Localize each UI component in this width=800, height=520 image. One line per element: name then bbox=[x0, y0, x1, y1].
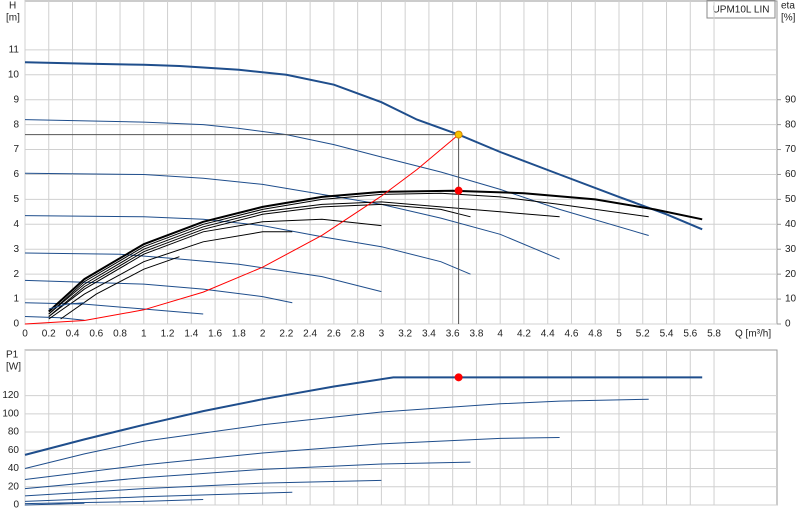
x-tick-label: 1.4 bbox=[184, 329, 198, 340]
y2-tick-label: 10 bbox=[785, 294, 797, 305]
y-tick-label: 100 bbox=[2, 408, 19, 419]
curve bbox=[24, 499, 204, 505]
curve bbox=[48, 192, 649, 315]
y-tick-label: 0 bbox=[13, 319, 19, 330]
y-tick-label: 8 bbox=[13, 119, 19, 130]
y2-tick-label: 20 bbox=[785, 269, 797, 280]
y-tick-label: 20 bbox=[8, 481, 20, 492]
y2-tick-label: 80 bbox=[785, 119, 797, 130]
x-tick-label: 1.8 bbox=[232, 329, 246, 340]
y-tick-label: 60 bbox=[8, 445, 20, 456]
x-tick-label: 4.4 bbox=[541, 329, 555, 340]
curve bbox=[24, 376, 703, 456]
x-tick-label: 5 bbox=[616, 329, 622, 340]
curve bbox=[24, 502, 85, 506]
curve bbox=[24, 437, 560, 480]
curve bbox=[48, 218, 382, 317]
operating-point bbox=[454, 130, 463, 139]
x-tick-label: 0.4 bbox=[66, 329, 80, 340]
x-tick-label: 5.4 bbox=[660, 329, 674, 340]
x-tick-label: 2.2 bbox=[279, 329, 293, 340]
curve bbox=[24, 398, 649, 469]
y-tick-label: 40 bbox=[8, 463, 20, 474]
curve bbox=[48, 189, 703, 313]
x-tick-label: 2.4 bbox=[303, 329, 317, 340]
x-tick-label: 4 bbox=[497, 329, 503, 340]
curve bbox=[24, 461, 471, 490]
curve bbox=[24, 479, 382, 497]
x-tick-label: 0 bbox=[22, 329, 28, 340]
x-tick-label: 2 bbox=[260, 329, 266, 340]
x-axis-label: Q [m³/h] bbox=[735, 329, 771, 340]
curve bbox=[24, 172, 560, 260]
x-tick-label: 2.8 bbox=[351, 329, 365, 340]
curve bbox=[24, 215, 471, 275]
x-tick-label: 3 bbox=[379, 329, 385, 340]
y2-axis-unit: [%] bbox=[781, 13, 796, 24]
x-tick-label: 0.8 bbox=[113, 329, 127, 340]
y-tick-label: 7 bbox=[13, 144, 19, 155]
y-axis-label: H bbox=[9, 1, 16, 12]
x-tick-label: 1.6 bbox=[208, 329, 222, 340]
operating-point bbox=[454, 186, 463, 195]
y-tick-label: 3 bbox=[13, 244, 19, 255]
annotation: UPM10L LIN bbox=[713, 5, 770, 16]
curve bbox=[24, 302, 204, 315]
y-tick-label: 11 bbox=[9, 44, 20, 55]
curve bbox=[48, 203, 471, 317]
y-tick-label: 2 bbox=[13, 269, 19, 280]
y-axis-unit: [W] bbox=[6, 362, 21, 373]
x-tick-label: 5.6 bbox=[683, 329, 697, 340]
x-tick-label: 3.4 bbox=[422, 329, 436, 340]
x-tick-label: 3.8 bbox=[469, 329, 483, 340]
y-tick-label: 80 bbox=[8, 427, 20, 438]
y-axis-label: P1 bbox=[6, 350, 19, 361]
y2-tick-label: 90 bbox=[785, 94, 797, 105]
y-tick-label: 5 bbox=[13, 194, 19, 205]
curve bbox=[24, 119, 649, 236]
y2-tick-label: 30 bbox=[785, 244, 797, 255]
curve bbox=[48, 231, 293, 320]
curve bbox=[60, 256, 180, 320]
y-tick-label: 4 bbox=[13, 219, 19, 230]
y-axis-unit: [m] bbox=[6, 13, 20, 24]
y-tick-label: 0 bbox=[13, 500, 19, 511]
x-tick-label: 0.6 bbox=[89, 329, 103, 340]
y-tick-label: 120 bbox=[2, 390, 19, 401]
x-tick-label: 5.2 bbox=[636, 329, 650, 340]
curve bbox=[24, 491, 293, 502]
y2-tick-label: 40 bbox=[785, 219, 797, 230]
x-tick-label: 0.2 bbox=[42, 329, 56, 340]
y2-tick-label: 50 bbox=[785, 194, 797, 205]
x-tick-label: 4.2 bbox=[517, 329, 531, 340]
y-tick-label: 1 bbox=[13, 294, 19, 305]
y-tick-label: 9 bbox=[13, 94, 19, 105]
curve bbox=[24, 316, 85, 321]
x-tick-label: 2.6 bbox=[327, 329, 341, 340]
x-tick-label: 4.8 bbox=[588, 329, 602, 340]
x-tick-label: 1 bbox=[141, 329, 147, 340]
x-tick-label: 4.6 bbox=[565, 329, 579, 340]
operating-point bbox=[454, 373, 463, 382]
x-tick-label: 1.2 bbox=[161, 329, 175, 340]
curve bbox=[24, 134, 459, 325]
y-tick-label: 6 bbox=[13, 169, 19, 180]
y2-tick-label: 0 bbox=[785, 319, 791, 330]
y2-tick-label: 60 bbox=[785, 169, 797, 180]
curve bbox=[24, 252, 382, 293]
curve bbox=[48, 201, 560, 315]
x-tick-label: 5.8 bbox=[707, 329, 721, 340]
x-tick-label: 3.6 bbox=[446, 329, 460, 340]
curve bbox=[48, 302, 85, 310]
y2-axis-label: eta bbox=[781, 1, 795, 12]
curve bbox=[24, 61, 703, 231]
y2-tick-label: 70 bbox=[785, 144, 797, 155]
annotation-box bbox=[706, 0, 776, 19]
x-tick-label: 3.2 bbox=[398, 329, 412, 340]
y-tick-label: 10 bbox=[8, 69, 20, 80]
